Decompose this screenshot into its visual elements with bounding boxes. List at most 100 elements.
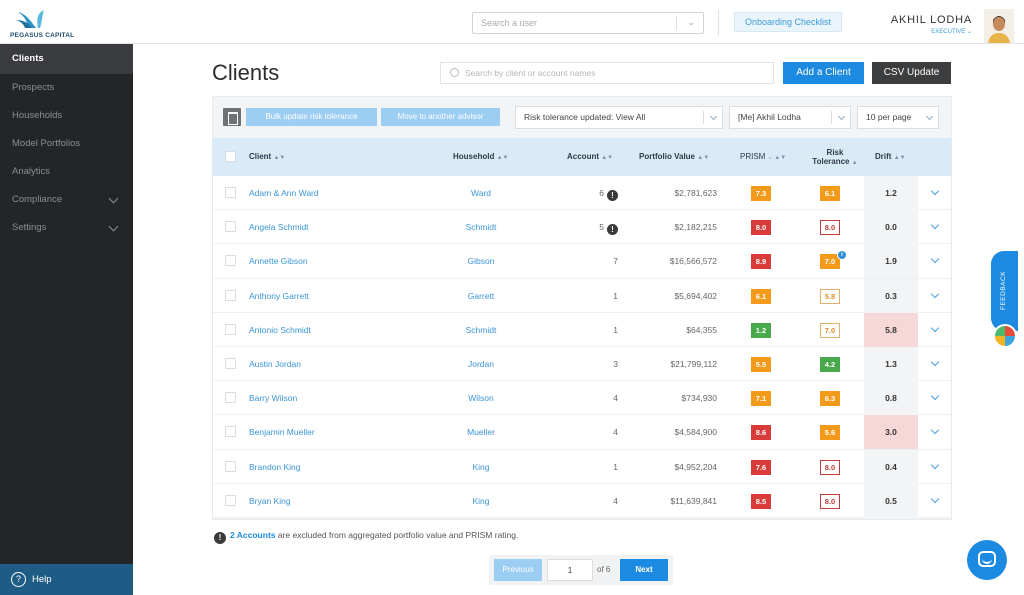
chevron-down-icon[interactable] xyxy=(930,460,940,469)
table-row[interactable]: Angela Schmidt Schmidt 5! $2,182,215 8.0 8.0 0… xyxy=(213,210,951,245)
column-header-prism[interactable]: PRISM ⌄ ▲▼ xyxy=(740,138,786,176)
client-name-link[interactable]: Benjamin Mueller xyxy=(249,427,315,438)
feedback-label[interactable]: FEEDBACK xyxy=(1000,270,1007,310)
onboarding-checklist-button[interactable]: Onboarding Checklist xyxy=(734,12,842,32)
feedback-color-wheel-icon[interactable] xyxy=(993,324,1017,348)
column-header-portfolio-value[interactable]: Portfolio Value ▲▼ xyxy=(639,138,709,176)
table-row[interactable]: Brandon King King 1 $4,952,204 7.6 8.0 0.4 xyxy=(213,449,951,484)
sidebar-item-model-portfolios[interactable]: Model Portfolios xyxy=(0,130,133,158)
row-checkbox[interactable] xyxy=(225,221,236,233)
per-page-select[interactable]: 10 per page xyxy=(857,106,939,129)
prism-badge[interactable]: 7.3 xyxy=(751,186,771,201)
prism-badge[interactable]: 7.6 xyxy=(751,459,771,475)
household-link[interactable]: Schmidt xyxy=(465,222,497,233)
company-logo[interactable]: PEGASUS CAPITAL xyxy=(10,8,90,40)
row-checkbox[interactable] xyxy=(225,289,236,301)
risk-tolerance-badge[interactable]: 8.0 xyxy=(820,220,840,236)
advisor-filter-select[interactable]: [Me] Akhil Lodha xyxy=(729,106,851,129)
risk-tolerance-badge[interactable]: 4.2 xyxy=(820,356,840,372)
risk-tolerance-badge[interactable]: 7.0 xyxy=(820,322,840,338)
prism-badge[interactable]: 8.9 xyxy=(751,254,771,270)
household-link[interactable]: King xyxy=(472,461,490,472)
table-row[interactable]: Adam & Ann Ward Ward 6! $2,781,623 7.3 6.1 1.2 xyxy=(213,176,951,211)
prism-badge[interactable]: 5.5 xyxy=(751,356,771,372)
chat-bubble-icon[interactable] xyxy=(967,540,1007,580)
row-checkbox[interactable] xyxy=(225,255,236,267)
info-icon[interactable]: i xyxy=(837,250,847,261)
chevron-down-icon[interactable] xyxy=(930,494,940,503)
risk-tolerance-badge[interactable]: 8.0 xyxy=(820,459,840,475)
prism-badge[interactable]: 7.1 xyxy=(751,391,771,407)
chevron-down-icon[interactable] xyxy=(930,289,940,298)
chevron-down-icon[interactable] xyxy=(930,391,940,401)
row-checkbox[interactable] xyxy=(225,494,236,506)
household-link[interactable]: Gibson xyxy=(467,256,495,267)
household-link[interactable]: Ward xyxy=(471,188,491,198)
sidebar-item-settings[interactable]: Settings xyxy=(0,214,133,242)
household-link[interactable]: Schmidt xyxy=(465,324,497,335)
risk-tolerance-filter-select[interactable]: Risk tolerance updated: View All xyxy=(515,106,723,129)
column-header-drift[interactable]: Drift ▲▼ xyxy=(875,138,906,176)
client-name-link[interactable]: Barry Wilson xyxy=(249,393,298,404)
chevron-down-icon[interactable] xyxy=(930,255,940,264)
chevron-down-icon[interactable] xyxy=(930,357,940,367)
risk-tolerance-badge[interactable]: 5.8 xyxy=(820,288,840,304)
household-link[interactable]: Jordan xyxy=(468,358,494,369)
table-row[interactable]: Austin Jordan Jordan 3 $21,799,112 5.5 4.2 1.3 xyxy=(213,346,951,382)
prism-badge[interactable]: 1.2 xyxy=(751,322,771,338)
alert-icon[interactable]: ! xyxy=(607,224,618,236)
risk-tolerance-badge[interactable]: 6.1 xyxy=(820,186,840,201)
table-row[interactable]: Annette Gibson Gibson 7 $16,566,572 8.9 7.0 i 1… xyxy=(213,244,951,279)
sidebar-item-prospects[interactable]: Prospects xyxy=(0,74,133,102)
client-name-link[interactable]: Brandon King xyxy=(249,461,301,472)
client-name-link[interactable]: Antonio Schmidt xyxy=(249,324,311,335)
household-link[interactable]: Mueller xyxy=(467,427,495,438)
sidebar-item-compliance[interactable]: Compliance xyxy=(0,186,133,214)
table-row[interactable]: Benjamin Mueller Mueller 4 $4,584,900 8.6 5.6… xyxy=(213,415,951,450)
prism-badge[interactable]: 8.6 xyxy=(751,425,771,441)
prism-badge[interactable]: 8.0 xyxy=(751,220,771,236)
table-row[interactable]: Anthony Garrett Garrett 1 $5,694,402 6.1 5.8 0… xyxy=(213,278,951,313)
user-search-select[interactable]: Search a user ⌄ xyxy=(472,12,704,34)
household-link[interactable]: King xyxy=(472,495,490,506)
prism-badge[interactable]: 6.1 xyxy=(751,288,771,304)
next-page-button[interactable]: Next xyxy=(620,559,668,581)
user-name[interactable]: AKHIL LODHA xyxy=(890,14,972,26)
column-header-account[interactable]: Account ▲▼ xyxy=(567,138,613,176)
sidebar-item-households[interactable]: Households xyxy=(0,102,133,130)
table-row[interactable]: Antonio Schmidt Schmidt 1 $64,355 1.2 7.0 5.8 xyxy=(213,312,951,347)
select-all-checkbox[interactable] xyxy=(225,151,236,162)
client-search-input[interactable]: Search by client or account names xyxy=(440,62,774,84)
excluded-accounts-link[interactable]: 2 Accounts xyxy=(230,530,276,540)
alert-icon[interactable]: ! xyxy=(607,190,618,201)
risk-tolerance-badge[interactable]: 7.0 i xyxy=(820,250,847,270)
sidebar-item-analytics[interactable]: Analytics xyxy=(0,158,133,186)
risk-tolerance-badge[interactable]: 6.3 xyxy=(820,391,840,407)
avatar[interactable] xyxy=(984,9,1014,43)
bulk-update-risk-button[interactable]: Bulk update risk tolerance xyxy=(246,108,377,126)
client-name-link[interactable]: Adam & Ann Ward xyxy=(249,188,319,198)
move-advisor-button[interactable]: Move to another advisor xyxy=(381,108,500,126)
column-header-client[interactable]: Client ▲▼ xyxy=(249,138,285,176)
trash-icon[interactable] xyxy=(223,108,241,126)
row-checkbox[interactable] xyxy=(225,357,236,369)
column-header-household[interactable]: Household ▲▼ xyxy=(453,138,508,176)
table-row[interactable]: Bryan King King 4 $11,639,841 8.5 8.0 0.5 xyxy=(213,483,951,518)
column-header-risk-tolerance[interactable]: Risk Tolerance ▲ xyxy=(807,138,863,176)
feedback-tab[interactable] xyxy=(991,251,1018,331)
user-role-dropdown[interactable]: EXECUTIVE ⌄ xyxy=(931,29,972,35)
sidebar-item-clients[interactable]: Clients xyxy=(0,44,133,74)
page-number-input[interactable]: 1 xyxy=(547,559,593,581)
client-name-link[interactable]: Bryan King xyxy=(249,495,291,506)
row-checkbox[interactable] xyxy=(225,392,236,404)
household-link[interactable]: Garrett xyxy=(467,290,495,301)
client-name-link[interactable]: Austin Jordan xyxy=(249,358,301,369)
risk-tolerance-badge[interactable]: 5.6 xyxy=(820,425,840,441)
csv-update-button[interactable]: CSV Update xyxy=(872,62,951,84)
table-row[interactable]: Barry Wilson Wilson 4 $734,930 7.1 6.3 0.8 xyxy=(213,381,951,416)
previous-page-button[interactable]: Previous xyxy=(494,559,542,581)
chevron-down-icon[interactable]: ⌄ xyxy=(687,17,695,27)
client-name-link[interactable]: Angela Schmidt xyxy=(249,222,309,233)
row-checkbox[interactable] xyxy=(225,426,236,438)
chevron-down-icon[interactable] xyxy=(930,426,940,435)
